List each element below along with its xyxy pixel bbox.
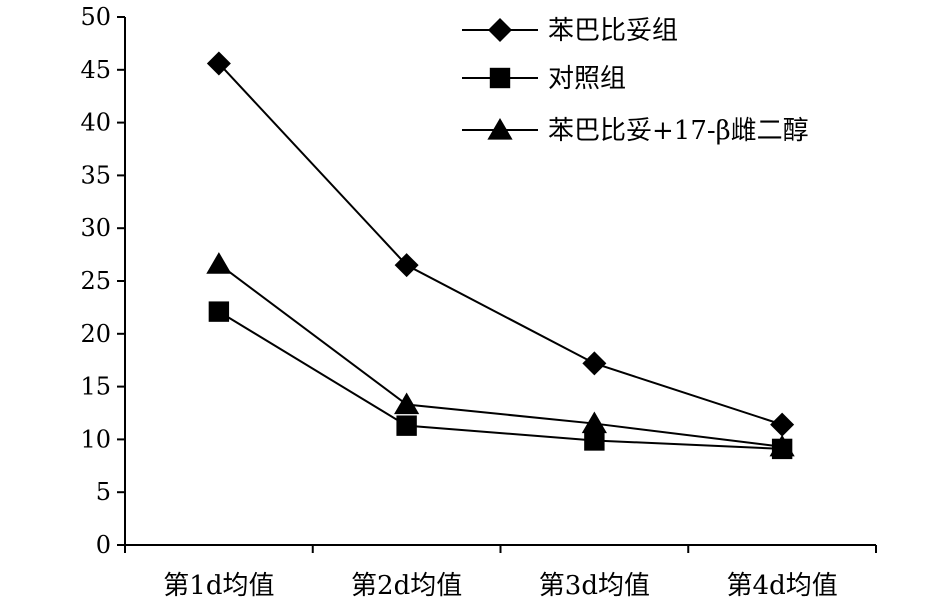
data-point-triangle bbox=[769, 434, 795, 457]
y-tick-label: 10 bbox=[80, 425, 111, 453]
series-line-triangle bbox=[218, 263, 783, 448]
y-tick-label: 35 bbox=[80, 161, 111, 189]
legend-marker-diamond bbox=[488, 18, 512, 42]
data-point-triangle bbox=[581, 411, 607, 434]
data-point-diamond bbox=[770, 412, 795, 437]
x-tick-label: 第3d均值 bbox=[539, 571, 650, 601]
series-line-diamond bbox=[218, 62, 783, 426]
axes: 0 5 10 15 20 25 30 35 40 45 50 第1d均值 第2d均值 第3d均值 第4d均值 bbox=[80, 3, 877, 601]
legend-marker-triangle bbox=[487, 118, 513, 140]
series-lines bbox=[218, 62, 783, 450]
data-point-diamond bbox=[394, 253, 419, 278]
legend-marker-square bbox=[489, 67, 511, 89]
x-tick-label: 第1d均值 bbox=[163, 571, 274, 601]
series-markers bbox=[206, 51, 795, 460]
data-point-diamond bbox=[582, 351, 607, 376]
x-tick-label: 第2d均值 bbox=[351, 571, 462, 601]
data-point-square bbox=[584, 430, 605, 451]
data-point-triangle bbox=[206, 252, 232, 274]
y-tick-label: 45 bbox=[80, 56, 111, 84]
y-tick-label: 5 bbox=[96, 478, 111, 506]
y-tick-label: 25 bbox=[80, 267, 111, 295]
y-tick-label: 40 bbox=[80, 109, 111, 137]
x-tick-label: 第4d均值 bbox=[727, 571, 838, 601]
y-tick-label: 0 bbox=[96, 531, 111, 559]
data-point-square bbox=[396, 415, 417, 436]
legend-label: 苯巴比妥组 bbox=[548, 16, 678, 46]
legend-label: 苯巴比妥+17-β雌二醇 bbox=[548, 116, 809, 146]
data-point-diamond bbox=[206, 51, 231, 76]
y-tick-label: 20 bbox=[80, 320, 111, 348]
data-point-triangle bbox=[394, 392, 420, 415]
y-tick-label: 15 bbox=[80, 373, 111, 401]
series-line-square bbox=[218, 310, 783, 450]
y-tick-label: 30 bbox=[80, 214, 111, 242]
legend-label: 对照组 bbox=[548, 64, 626, 94]
y-tick-label: 50 bbox=[80, 3, 111, 31]
data-point-square bbox=[208, 301, 230, 322]
